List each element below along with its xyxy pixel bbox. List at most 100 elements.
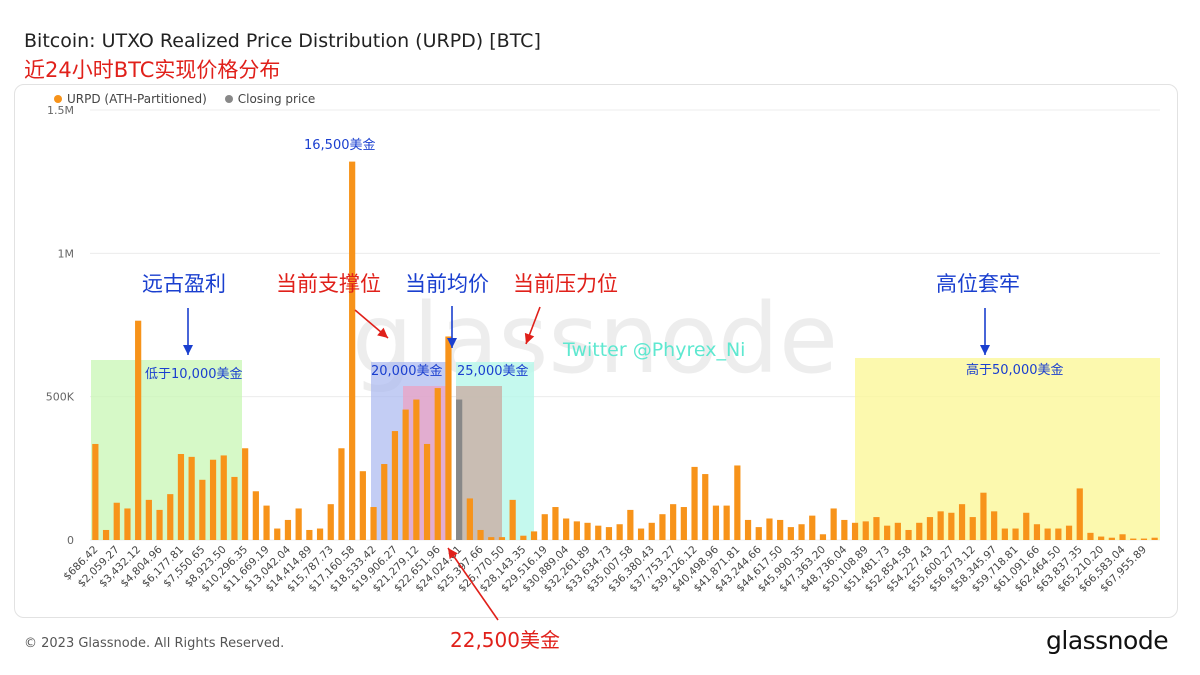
bar-4 — [135, 320, 142, 540]
annotation-high-trapped: 高位套牢 — [936, 272, 1020, 296]
bar-95 — [1108, 537, 1115, 540]
bar-94 — [1098, 536, 1105, 540]
bar-11 — [209, 459, 217, 540]
bar-66 — [798, 524, 805, 540]
bar-89 — [1044, 528, 1051, 540]
bar-51 — [637, 528, 645, 540]
bar-67 — [809, 515, 816, 540]
bar-9 — [188, 456, 195, 540]
bar-34 — [456, 399, 463, 540]
bar-40 — [520, 535, 527, 540]
bar-50 — [627, 509, 634, 540]
annotation-current-resistance: 当前压力位 — [513, 272, 618, 296]
bar-71 — [851, 522, 859, 540]
bar-98 — [1140, 538, 1148, 540]
bar-81 — [958, 504, 966, 540]
bar-91 — [1065, 525, 1073, 540]
annotation-22500: 22,500美金 — [450, 628, 560, 652]
y-tick-label: 0 — [67, 534, 74, 547]
bar-33 — [445, 336, 452, 540]
annotation-above-50k: 高于50,000美金 — [966, 362, 1064, 378]
annotation-ancient-profit: 远古盈利 — [142, 272, 226, 296]
legend-dot-orange-icon — [54, 95, 62, 103]
bar-25 — [359, 471, 366, 540]
bar-36 — [477, 529, 484, 540]
arrow-avg-head — [447, 338, 457, 348]
bar-49 — [616, 524, 623, 540]
bar-31 — [423, 443, 431, 540]
chart-legend: URPD (ATH-Partitioned) Closing price — [54, 92, 315, 106]
bar-28 — [391, 431, 399, 540]
bar-3 — [124, 508, 131, 540]
bar-61 — [744, 519, 752, 540]
bar-43 — [552, 507, 559, 540]
bar-53 — [659, 514, 666, 540]
bar-76 — [905, 529, 912, 540]
bar-21 — [316, 528, 324, 540]
legend-item-urpd[interactable]: URPD (ATH-Partitioned) — [54, 92, 207, 106]
bar-79 — [937, 511, 944, 540]
bar-38 — [498, 537, 506, 540]
bar-29 — [402, 409, 409, 540]
bar-24 — [349, 161, 356, 540]
bar-6 — [156, 509, 163, 540]
bar-8 — [177, 454, 185, 540]
bar-7 — [167, 494, 174, 540]
bar-65 — [787, 527, 794, 540]
bar-87 — [1023, 512, 1030, 540]
bar-96 — [1119, 534, 1126, 540]
bar-19 — [295, 508, 302, 540]
bar-97 — [1130, 538, 1137, 540]
y-tick-label: 1M — [58, 247, 75, 260]
bar-5 — [145, 499, 152, 540]
bar-47 — [595, 525, 602, 540]
zone-above-50k — [855, 358, 1160, 540]
page-subtitle: 近24小时BTC实现价格分布 — [24, 58, 281, 82]
bar-17 — [274, 528, 281, 540]
legend-label-urpd: URPD (ATH-Partitioned) — [67, 92, 207, 106]
bar-63 — [766, 518, 773, 540]
bar-37 — [488, 537, 495, 540]
bar-39 — [509, 499, 516, 540]
bar-1 — [102, 529, 110, 540]
arrow-resistance-head — [524, 332, 535, 344]
bar-18 — [284, 519, 292, 540]
legend-item-closing-price[interactable]: Closing price — [224, 92, 315, 106]
bar-85 — [1001, 528, 1008, 540]
bar-75 — [894, 522, 901, 540]
bar-0 — [92, 443, 99, 540]
bar-13 — [231, 476, 238, 540]
bar-35 — [466, 498, 473, 540]
arrow-22500-head — [448, 548, 458, 560]
glassnode-logo: glassnode — [1046, 626, 1169, 655]
arrow-support-head — [377, 327, 388, 338]
zone-resistance-core — [456, 386, 502, 540]
bar-26 — [370, 507, 377, 540]
bar-30 — [413, 399, 420, 540]
annotation-current-support: 当前支撑位 — [276, 272, 381, 296]
bar-88 — [1033, 524, 1041, 540]
bar-82 — [969, 517, 976, 540]
bar-59 — [723, 505, 730, 540]
annotation-current-avg: 当前均价 — [405, 272, 489, 296]
bar-16 — [263, 505, 270, 540]
y-tick-label: 500K — [46, 391, 75, 404]
bar-27 — [381, 464, 388, 540]
bar-56 — [691, 466, 698, 540]
annotation-twitter: Twitter @Phyrex_Ni — [562, 339, 745, 361]
bar-72 — [862, 521, 869, 540]
legend-dot-gray-icon — [224, 95, 233, 103]
bar-69 — [830, 508, 837, 540]
bar-90 — [1055, 528, 1062, 540]
bar-99 — [1151, 537, 1158, 540]
bar-58 — [712, 505, 720, 540]
bar-23 — [338, 448, 345, 540]
bar-70 — [841, 519, 848, 540]
annotation-below-10k: 低于10,000美金 — [145, 366, 243, 382]
bar-12 — [220, 455, 227, 540]
bar-74 — [884, 525, 891, 540]
annotation-20000: 20,000美金 — [371, 363, 443, 379]
bar-44 — [563, 518, 570, 540]
bar-86 — [1012, 528, 1019, 540]
